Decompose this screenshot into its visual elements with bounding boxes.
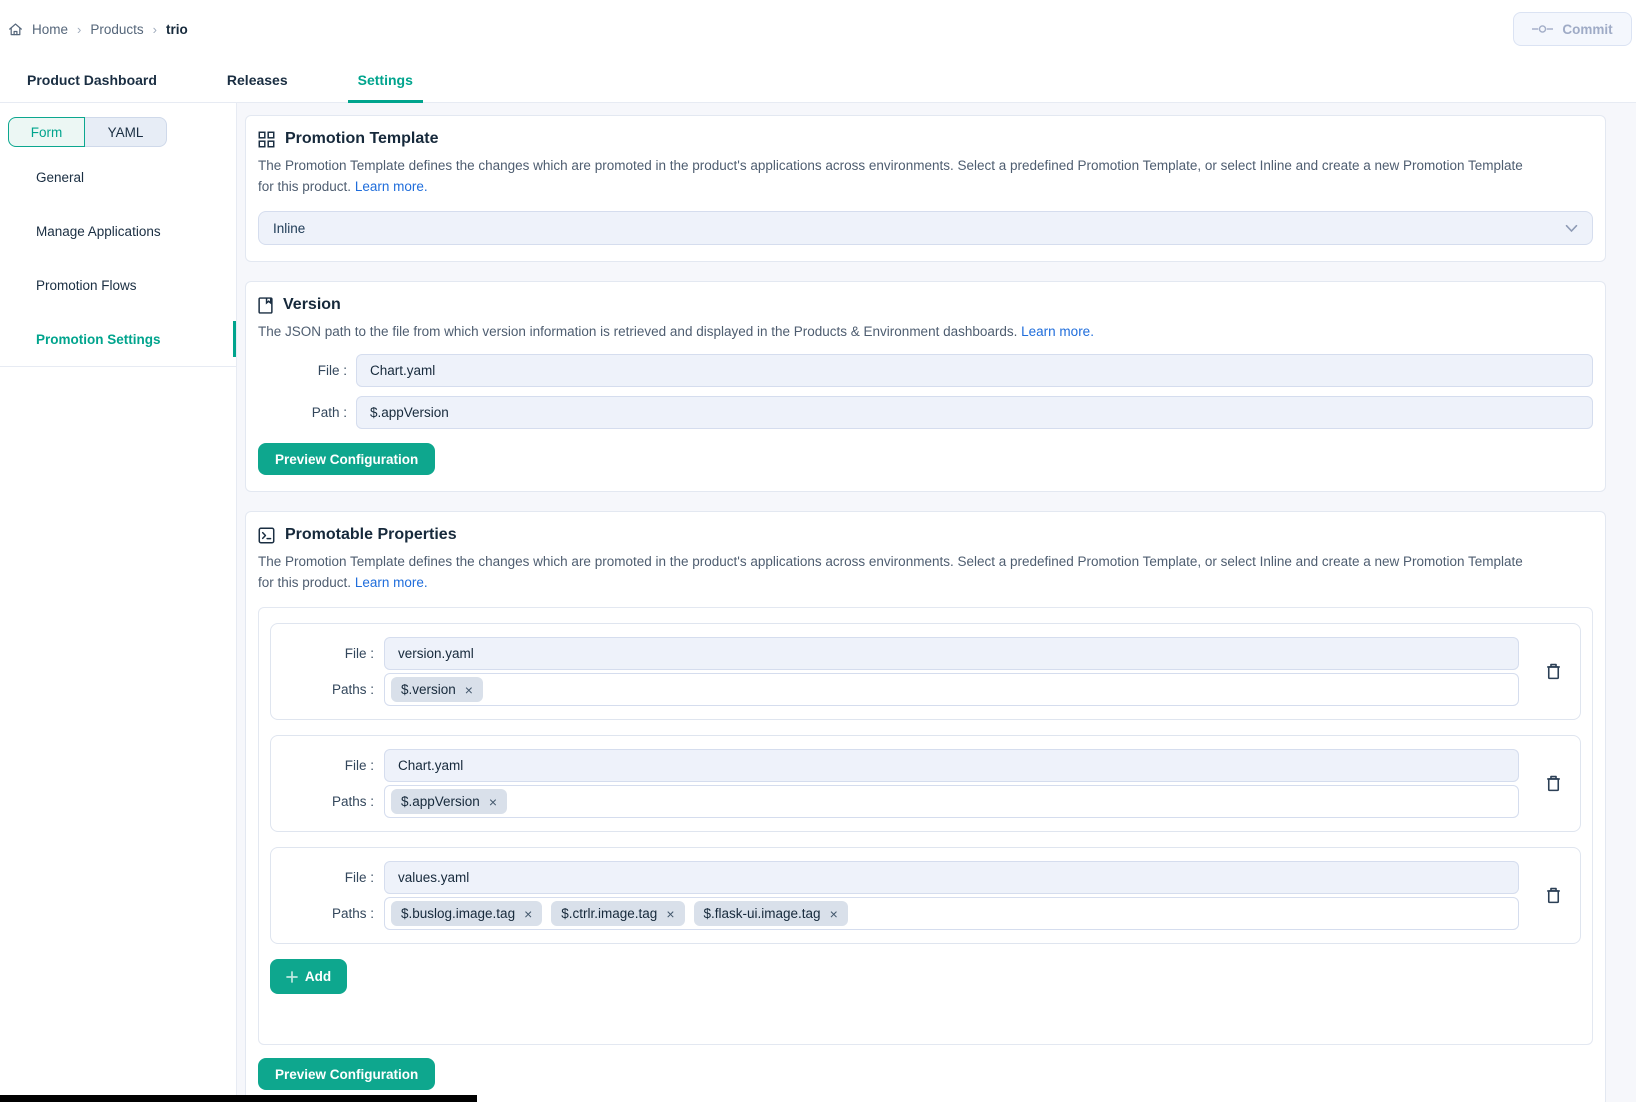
section-description: The Promotion Template defines the chang…	[258, 155, 1530, 197]
git-commit-icon	[1532, 24, 1554, 34]
tab-product-dashboard[interactable]: Product Dashboard	[27, 72, 157, 88]
settings-nav: General Manage Applications Promotion Fl…	[0, 150, 236, 367]
path-chip: $.flask-ui.image.tag ×	[693, 901, 848, 926]
promotion-template-section: Promotion Template The Promotion Templat…	[245, 115, 1606, 262]
remove-chip-icon[interactable]: ×	[666, 905, 675, 922]
version-file-input[interactable]	[356, 354, 1593, 387]
add-property-button[interactable]: Add	[270, 959, 347, 994]
product-tabs: Product Dashboard Releases Settings	[0, 58, 1636, 103]
learn-more-link[interactable]: Learn more.	[1021, 324, 1094, 339]
description-text: The JSON path to the file from which ver…	[258, 324, 1018, 339]
property-row: File : Paths : $.appVersion ×	[270, 735, 1581, 832]
tab-releases[interactable]: Releases	[226, 72, 288, 88]
add-button-label: Add	[304, 969, 332, 984]
paths-field-label: Paths :	[331, 682, 374, 697]
version-path-input[interactable]	[356, 396, 1593, 429]
delete-row-button[interactable]	[1526, 886, 1580, 905]
breadcrumb-home[interactable]: Home	[32, 21, 69, 37]
sidebar-item-promotion-settings[interactable]: Promotion Settings	[0, 312, 236, 366]
paths-chips-input[interactable]: $.version ×	[384, 673, 1519, 706]
path-chip-label: $.buslog.image.tag	[401, 906, 516, 921]
sidebar-item-promotion-flows[interactable]: Promotion Flows	[36, 277, 137, 293]
chevron-down-icon	[1565, 224, 1578, 233]
property-file-input[interactable]	[384, 637, 1519, 670]
description-text: The Promotion Template defines the chang…	[258, 554, 1523, 590]
section-title: Version	[283, 296, 341, 313]
file-field-label: File :	[344, 646, 374, 661]
settings-sidebar: Form YAML General Manage Applications Pr…	[0, 103, 237, 1102]
path-chip-label: $.flask-ui.image.tag	[703, 906, 821, 921]
remove-chip-icon[interactable]: ×	[524, 905, 533, 922]
sidebar-item-manage-applications[interactable]: Manage Applications	[36, 223, 161, 239]
version-section: Version The JSON path to the file from w…	[245, 281, 1606, 492]
toggle-form-button[interactable]: Form	[8, 117, 85, 147]
trash-icon	[1545, 662, 1562, 681]
section-description: The JSON path to the file from which ver…	[258, 321, 1530, 342]
preview-configuration-button[interactable]: Preview Configuration	[258, 443, 436, 475]
path-chip: $.appVersion ×	[391, 789, 507, 814]
path-field-label: Path :	[311, 405, 347, 420]
selected-template-value: Inline	[273, 220, 306, 236]
remove-chip-icon[interactable]: ×	[829, 905, 838, 922]
promotable-properties-section: Promotable Properties The Promotion Temp…	[245, 511, 1606, 1102]
path-chip: $.version ×	[391, 677, 483, 702]
promotion-settings-content: Promotion Template The Promotion Templat…	[237, 103, 1636, 1102]
file-field-label: File :	[317, 363, 347, 378]
promotable-properties-rows: File : Paths : $.version ×	[258, 607, 1593, 1045]
paths-field-label: Paths :	[331, 794, 374, 809]
top-bar: Home › Products › trio Commit	[0, 0, 1636, 58]
home-icon[interactable]	[8, 22, 23, 37]
property-row: File : Paths : $.buslog.image.tag × $.ctr…	[270, 847, 1581, 944]
section-title: Promotable Properties	[285, 526, 457, 543]
version-file-icon	[258, 296, 273, 314]
property-file-input[interactable]	[384, 749, 1519, 782]
terminal-icon	[258, 527, 275, 544]
toggle-yaml-button[interactable]: YAML	[85, 117, 167, 147]
file-field-label: File :	[344, 758, 374, 773]
commit-button-label: Commit	[1562, 21, 1613, 37]
breadcrumb-current-product: trio	[165, 21, 188, 37]
remove-chip-icon[interactable]: ×	[464, 681, 473, 698]
path-chip: $.ctrlr.image.tag ×	[551, 901, 685, 926]
delete-row-button[interactable]	[1526, 774, 1580, 793]
sidebar-item-general[interactable]: General	[36, 169, 85, 185]
file-field-label: File :	[344, 870, 374, 885]
form-yaml-toggle: Form YAML	[8, 117, 167, 147]
path-chip-label: $.appVersion	[401, 794, 480, 809]
promotion-template-select[interactable]: Inline	[258, 211, 1593, 245]
breadcrumb-separator-icon: ›	[77, 21, 82, 37]
breadcrumb: Home › Products › trio	[8, 22, 188, 37]
section-description: The Promotion Template defines the chang…	[258, 551, 1530, 593]
delete-row-button[interactable]	[1526, 662, 1580, 681]
bottom-black-bar	[0, 1095, 477, 1102]
template-icon	[258, 131, 275, 148]
path-chip-label: $.version	[401, 682, 456, 697]
property-row: File : Paths : $.version ×	[270, 623, 1581, 720]
trash-icon	[1545, 774, 1562, 793]
path-chip: $.buslog.image.tag ×	[391, 901, 543, 926]
breadcrumb-separator-icon: ›	[152, 21, 157, 37]
plus-icon	[286, 970, 298, 983]
path-chip-label: $.ctrlr.image.tag	[561, 906, 658, 921]
commit-button[interactable]: Commit	[1513, 12, 1632, 46]
section-title: Promotion Template	[285, 130, 439, 147]
paths-field-label: Paths :	[331, 906, 374, 921]
trash-icon	[1545, 886, 1562, 905]
paths-chips-input[interactable]: $.appVersion ×	[384, 785, 1519, 818]
remove-chip-icon[interactable]: ×	[488, 793, 497, 810]
paths-chips-input[interactable]: $.buslog.image.tag × $.ctrlr.image.tag × $…	[384, 897, 1519, 930]
learn-more-link[interactable]: Learn more.	[354, 575, 428, 590]
description-text: The Promotion Template defines the chang…	[258, 158, 1523, 194]
learn-more-link[interactable]: Learn more.	[354, 179, 428, 194]
breadcrumb-products[interactable]: Products	[90, 21, 144, 37]
tab-settings[interactable]: Settings	[347, 58, 424, 103]
property-file-input[interactable]	[384, 861, 1519, 894]
preview-configuration-button[interactable]: Preview Configuration	[258, 1058, 436, 1090]
